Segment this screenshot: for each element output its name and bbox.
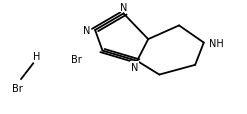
Text: H: H bbox=[33, 51, 41, 61]
Text: Br: Br bbox=[71, 54, 82, 64]
Text: N: N bbox=[120, 3, 127, 13]
Text: N: N bbox=[83, 26, 91, 36]
Text: Br: Br bbox=[12, 83, 23, 93]
Text: N: N bbox=[131, 62, 138, 72]
Text: NH: NH bbox=[209, 38, 224, 48]
